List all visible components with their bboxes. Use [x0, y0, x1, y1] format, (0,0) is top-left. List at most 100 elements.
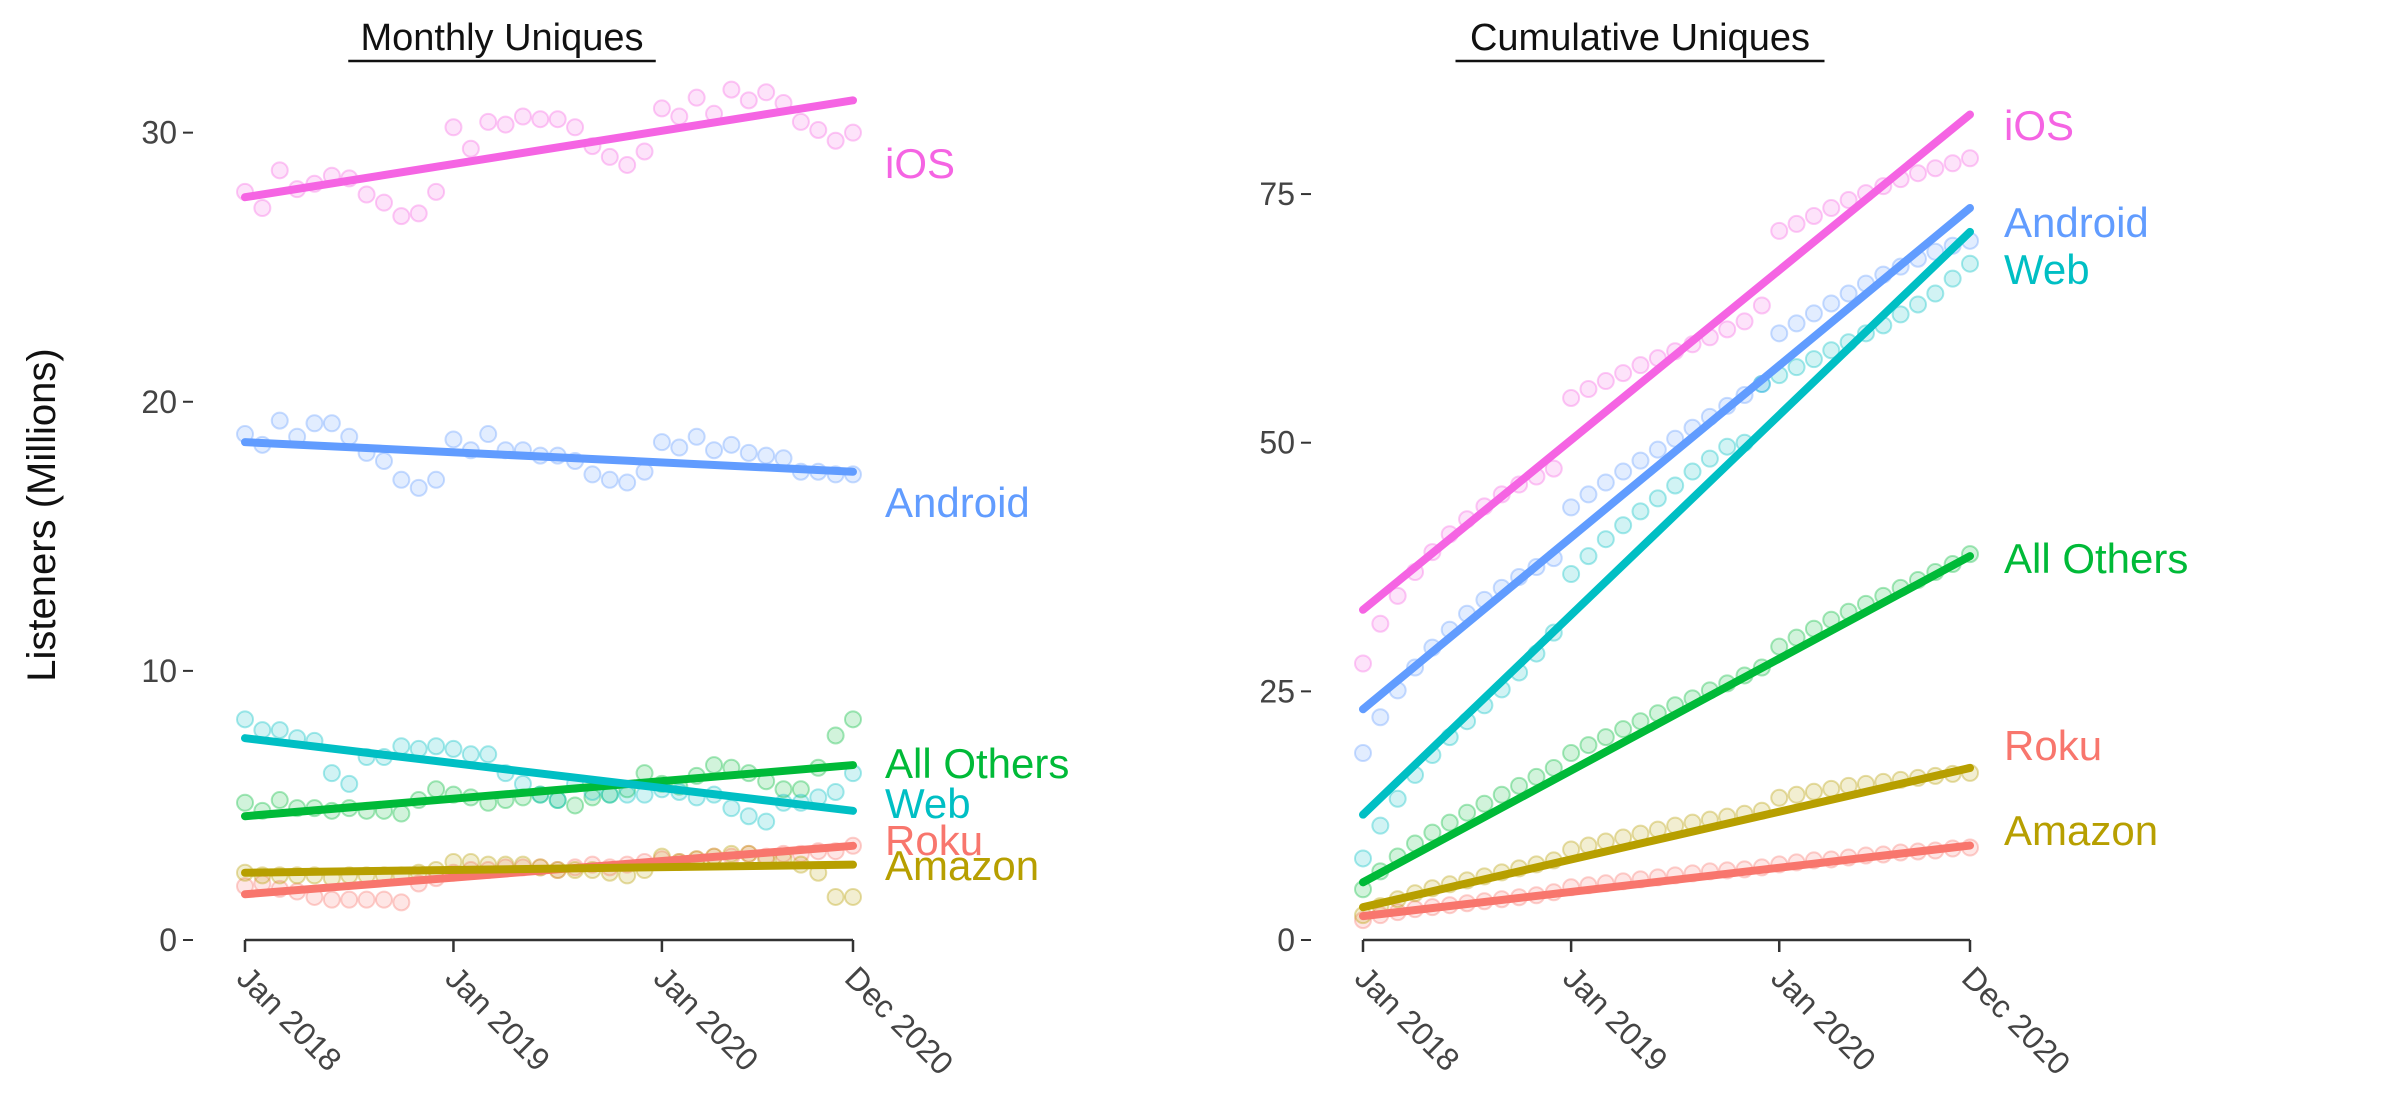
point-ios [1908, 164, 1927, 183]
point-all-others [1458, 803, 1477, 822]
trend-line-all-others [241, 761, 857, 821]
point-web [479, 745, 498, 764]
point-web [322, 764, 341, 783]
y-tick-label: 0 [159, 922, 177, 958]
y-tick-label: 75 [1259, 176, 1295, 212]
y-tick-label: 20 [141, 384, 177, 420]
point-android [1770, 324, 1789, 343]
points-layer [236, 80, 862, 912]
point-ios [1822, 199, 1841, 217]
point-android [444, 430, 463, 449]
point-roku [357, 890, 376, 909]
point-web [461, 745, 480, 764]
point-android [427, 470, 446, 489]
point-ios [1735, 312, 1754, 331]
point-android [1648, 440, 1667, 459]
point-web [1804, 350, 1823, 369]
trend-layer [241, 96, 857, 899]
point-android [1631, 451, 1650, 470]
point-amazon [844, 887, 862, 906]
panels: Monthly Uniques 0 10 20 30 Jan 2018 Jan 2019 Ja… [141, 17, 2188, 1082]
point-web [548, 791, 567, 810]
point-ios [1371, 614, 1390, 633]
y-axis-title: Listeners (Millions) [20, 348, 64, 681]
point-web [1683, 462, 1702, 481]
point-ios [1562, 388, 1581, 407]
point-ios [374, 193, 393, 212]
point-android [392, 470, 411, 489]
y-tick-label: 25 [1259, 673, 1295, 709]
point-ios [566, 118, 585, 137]
point-ios [687, 88, 706, 107]
point-android [322, 414, 341, 433]
point-web [1631, 502, 1650, 521]
trend-line-android [1359, 204, 1974, 714]
point-all-others [236, 793, 254, 812]
point-android [374, 451, 393, 470]
point-android [722, 435, 741, 454]
point-android [705, 441, 724, 460]
point-ios [461, 139, 480, 158]
point-web [392, 737, 411, 756]
point-web [1562, 565, 1581, 583]
point-web [1787, 358, 1806, 377]
point-ios [531, 110, 550, 129]
trend-line-all-others [1359, 552, 1974, 887]
trend-line-roku [1359, 841, 1974, 921]
point-android [1804, 304, 1823, 323]
point-web [1891, 305, 1910, 324]
point-web [1926, 284, 1945, 303]
trend-line-web [1359, 227, 1974, 819]
point-all-others [566, 796, 585, 815]
point-android [670, 438, 689, 457]
x-tick-label: Jan 2019 [1556, 959, 1675, 1078]
point-android [774, 449, 793, 468]
series-label-all-others: All Others [885, 740, 1069, 787]
point-ios [1961, 149, 1979, 168]
point-ios [548, 110, 567, 129]
point-android [409, 478, 428, 497]
point-web [618, 785, 637, 804]
point-android [1579, 485, 1598, 504]
point-web [1579, 547, 1598, 566]
point-ios [1388, 586, 1407, 605]
point-ios [618, 155, 637, 174]
trend-line-amazon [241, 860, 857, 877]
point-amazon [1804, 782, 1823, 801]
y-tick-label: 30 [141, 115, 177, 151]
point-android [1614, 462, 1633, 481]
point-ios [1544, 459, 1563, 478]
point-all-others [1596, 728, 1615, 747]
x-tick-label: Jan 2018 [230, 959, 349, 1078]
point-ios [479, 112, 498, 131]
point-web [722, 799, 741, 818]
point-ios [392, 207, 411, 226]
point-web [427, 737, 446, 756]
point-ios [1926, 159, 1945, 178]
series-label-ios: iOS [2004, 102, 2074, 149]
x-tick-label: Dec 2020 [1955, 959, 2077, 1081]
point-android [1371, 708, 1390, 727]
point-all-others [826, 726, 845, 745]
point-web [757, 812, 776, 831]
point-web [1388, 789, 1407, 808]
y-tick-label: 50 [1259, 425, 1295, 461]
point-web [1718, 437, 1737, 456]
point-all-others [1614, 720, 1633, 739]
point-web [1908, 295, 1927, 314]
trend-line-web [241, 734, 857, 815]
point-ios [1839, 191, 1858, 210]
panel-cumulative-uniques: Cumulative Uniques 0 25 50 75 Jan 2018 Jan 201… [1259, 17, 2188, 1082]
series-label-all-others: All Others [2004, 535, 2188, 582]
point-ios [1354, 654, 1372, 673]
point-android [583, 465, 602, 484]
point-ios [444, 118, 463, 137]
point-all-others [1579, 736, 1598, 755]
series-label-roku: Roku [885, 817, 983, 864]
point-all-others [1492, 785, 1511, 804]
point-all-others [427, 780, 446, 799]
point-web [1943, 269, 1962, 288]
x-tick-label: Jan 2019 [439, 959, 558, 1078]
point-android [1787, 314, 1806, 333]
